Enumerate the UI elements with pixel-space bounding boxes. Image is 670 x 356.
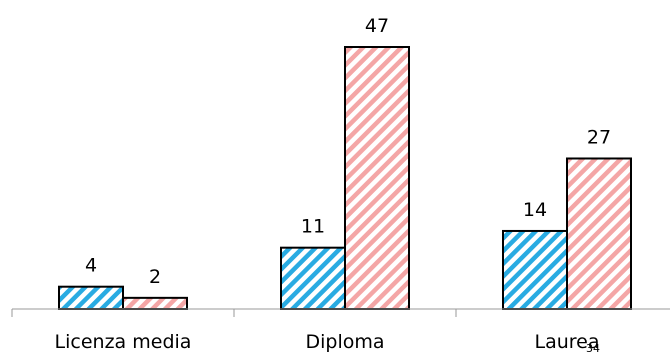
bar-laurea-series-1: [502, 229, 568, 310]
x-tick-label: Laurea: [535, 331, 600, 353]
bar-diploma-series-2: [344, 46, 410, 310]
x-ticks-layer: Licenza media Diploma Laurea: [11, 309, 600, 353]
bar-licenza-media-series-1: [58, 285, 124, 310]
data-label: 47: [365, 15, 389, 37]
data-label: 11: [301, 216, 325, 238]
page-number: 34: [586, 342, 600, 355]
data-label: 27: [587, 126, 611, 148]
data-label: 14: [523, 199, 547, 221]
bar-laurea-series-2: [566, 157, 632, 310]
bar-licenza-media-series-2: [122, 296, 188, 311]
x-tick-label: Licenza media: [55, 331, 192, 353]
data-labels-layer: 4 2 11 47 14 27: [85, 15, 611, 288]
bar-diploma-series-1: [280, 246, 346, 310]
data-label: 2: [149, 266, 161, 288]
bars-layer: [58, 46, 632, 311]
x-tick-label: Diploma: [305, 331, 384, 353]
data-label: 4: [85, 255, 97, 277]
